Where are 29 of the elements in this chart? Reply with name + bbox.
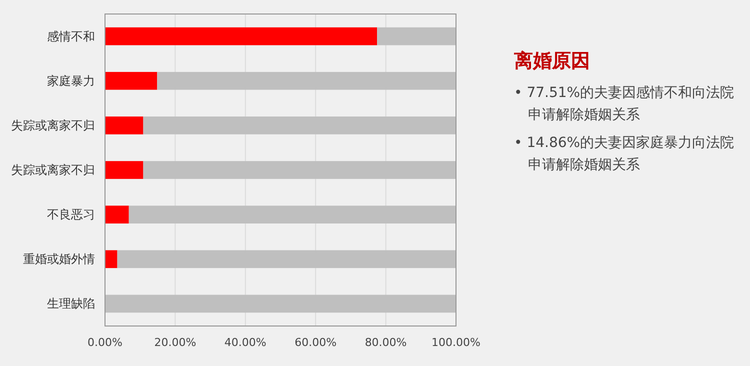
text: • 77.51%的夫妻因感情不和向法院申请解除婚姻关系 — [514, 84, 736, 125]
text: 离婚原因 — [514, 49, 591, 74]
text: • 14.86%的夫妻因家庭暴力向法院申请解除婚姻关系 — [514, 134, 736, 175]
bar — [377, 27, 456, 46]
bar — [143, 161, 456, 179]
bar — [105, 161, 144, 179]
bar — [105, 294, 456, 313]
x-tick-label: 100.00% — [432, 336, 480, 349]
x-tick-label: 80.00% — [364, 336, 407, 349]
y-tick-label: 重婚或婚外情 — [23, 252, 95, 266]
x-tick-label: 40.00% — [224, 336, 266, 349]
bar — [105, 27, 378, 46]
y-tick-label: 失踪或离家不归 — [11, 163, 95, 177]
y-tick-label: 失踪或离家不归 — [11, 118, 95, 132]
bar — [105, 72, 158, 90]
bar — [157, 72, 456, 90]
bar — [105, 206, 129, 224]
y-tick-label: 家庭暴力 — [47, 74, 95, 88]
y-tick-label: 生理缺陷 — [47, 296, 95, 311]
x-tick-label: 20.00% — [154, 336, 196, 349]
bar — [143, 116, 456, 134]
x-tick-label: 60.00% — [294, 336, 337, 349]
x-tick-label: 0.00% — [88, 336, 122, 349]
y-tick-label: 不良恶习 — [47, 208, 95, 222]
bar — [105, 250, 118, 268]
bar — [117, 250, 456, 268]
bar — [128, 206, 456, 224]
bar — [105, 116, 144, 134]
y-tick-label: 感情不和 — [47, 29, 95, 44]
